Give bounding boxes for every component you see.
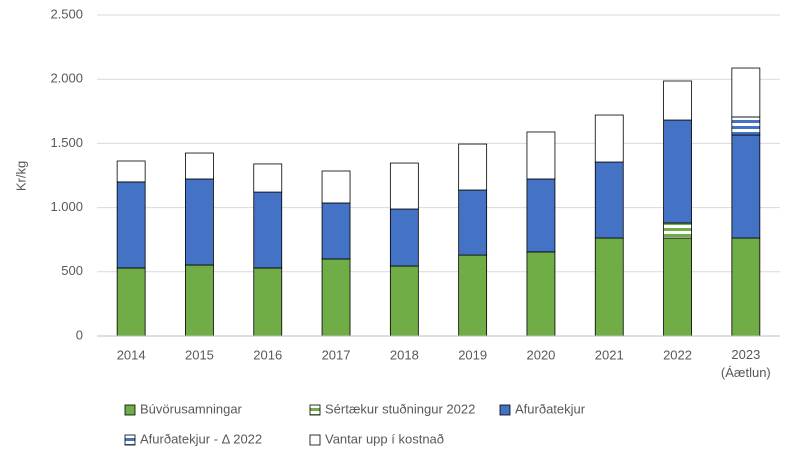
legend-label: Vantar upp í kostnað (325, 431, 444, 446)
x-tick-label: 2022 (663, 347, 692, 362)
bar-segment (185, 264, 214, 337)
bar-segment (116, 160, 146, 183)
legend-label: Búvörusamningar (140, 401, 243, 416)
bar-segment (253, 191, 283, 269)
bar-segment (526, 131, 556, 180)
bar-segment (731, 134, 761, 239)
y-axis-title: Kr/kg (13, 161, 28, 191)
legend-swatch (309, 434, 321, 446)
bar-segment (185, 178, 214, 266)
bar-segment (594, 114, 624, 163)
x-tick-label: 2016 (253, 347, 282, 362)
bar-segment (321, 202, 351, 260)
bar-segment (731, 116, 761, 136)
bar-segment (253, 267, 283, 337)
y-tick-label: 1.500 (50, 135, 83, 150)
bar-segment (185, 152, 214, 180)
x-tick-label: 2023 (Áætlun) (721, 347, 771, 380)
y-tick-label: 1.000 (50, 199, 83, 214)
bar-segment (458, 189, 488, 256)
bar-segment (458, 143, 488, 191)
bar-segment (663, 119, 692, 224)
legend-swatch (124, 434, 136, 446)
x-tick-label: 2014 (117, 347, 146, 362)
y-tick-label: 2.000 (50, 71, 83, 86)
y-tick-label: 2.500 (50, 6, 83, 21)
x-tick-label: 2021 (595, 347, 624, 362)
legend-label: Afurðatekjur - Δ 2022 (140, 431, 262, 446)
bar-segment (321, 170, 351, 204)
y-tick-label: 0 (76, 327, 83, 342)
x-tick-label: 2018 (390, 347, 419, 362)
legend-swatch (309, 404, 321, 416)
bar-segment (389, 208, 419, 267)
x-tick-label: 2020 (526, 347, 555, 362)
bar-segment (731, 237, 761, 337)
bar-segment (526, 251, 556, 337)
legend-label: Sértækur stuðningur 2022 (325, 401, 475, 416)
x-tick-label: 2015 (185, 347, 214, 362)
legend-swatch (124, 404, 136, 416)
bar-segment (116, 181, 146, 269)
legend-label: Afurðatekjur (515, 401, 586, 416)
x-tick-label: 2019 (458, 347, 487, 362)
bar-segment (389, 265, 419, 337)
x-tick-label: 2017 (322, 347, 351, 362)
bar-segment (731, 67, 761, 118)
bar-segment (389, 162, 419, 210)
bar-segment (526, 178, 556, 253)
bar-segment (458, 254, 488, 337)
y-tick-label: 500 (61, 263, 83, 278)
bar-segment (321, 258, 351, 337)
bar-segment (594, 237, 624, 337)
bar-segment (663, 237, 692, 337)
bar-segment (116, 267, 146, 337)
bar-segment (663, 222, 692, 239)
bar-segment (663, 80, 692, 121)
bar-segment (594, 161, 624, 239)
bar-segment (253, 163, 283, 193)
legend-swatch (499, 404, 511, 416)
